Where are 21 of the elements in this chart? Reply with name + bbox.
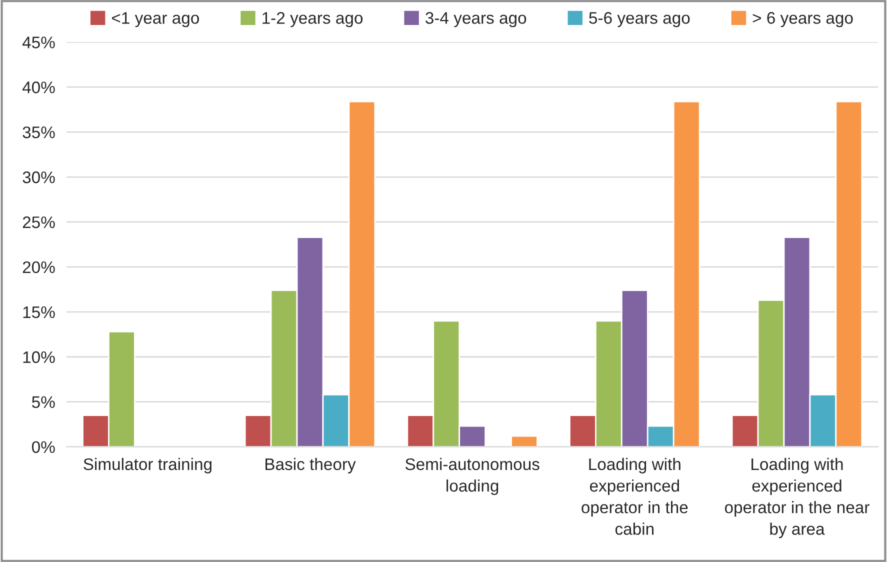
x-tick-label: Loading with experienced operator in the cabin [582,458,688,535]
y-tick-label: 10% [23,351,55,364]
legend-label: 5-6 years ago [589,12,690,28]
y-tick-label: 40% [22,82,55,94]
legend-label: <1 year ago [112,12,199,28]
y-tick-label: 30% [22,171,55,184]
x-tick-label: Loading with experienced operator in the near by area [724,458,870,538]
legend-label: 1-2 years ago [262,12,363,28]
bar [510,435,538,447]
legend-label: > 6 years ago [752,12,853,28]
y-tick-label: 5% [32,396,55,408]
y-tick-label: 25% [22,216,55,228]
y-tick-label: 20% [22,261,55,274]
y-tick-label: 35% [22,126,55,138]
y-tick-label: 15% [23,306,55,318]
x-tick-label: Semi-autonomous loading [405,458,540,496]
y-tick-label: 0% [32,441,55,453]
y-tick-label: 45% [22,36,55,48]
legend-label: 3-4 years ago [426,12,526,28]
x-tick-label: Simulator training [84,458,212,474]
x-tick-label: Basic theory [266,458,356,474]
